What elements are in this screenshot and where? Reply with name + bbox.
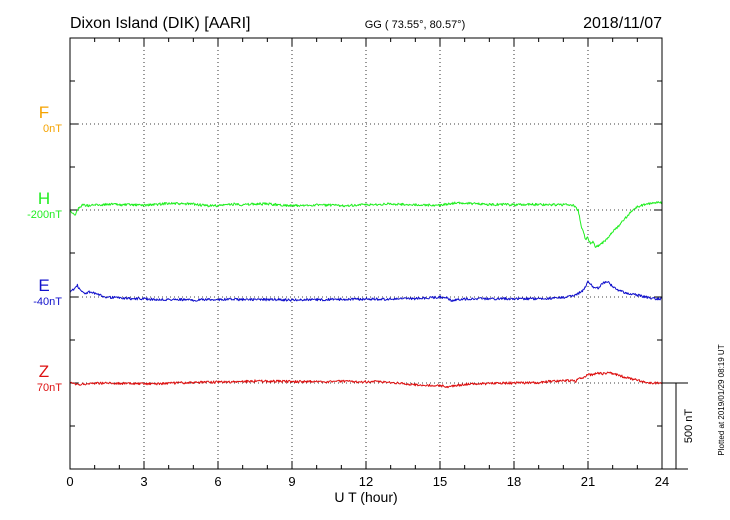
x-tick-label-0: 0 (66, 474, 73, 489)
x-axis-title: U T (hour) (334, 489, 397, 505)
x-tick-label-21: 21 (581, 474, 595, 489)
scale-bar-label: 500 nT (683, 409, 695, 444)
x-tick-label-6: 6 (214, 474, 221, 489)
x-tick-label-24: 24 (655, 474, 669, 489)
x-tick-label-9: 9 (288, 474, 295, 489)
series-baseline-f: 0nT (43, 123, 62, 135)
station-coords: GG ( 73.55°, 80.57°) (365, 19, 466, 31)
series-name-h: H (38, 189, 50, 208)
series-baseline-z: 70nT (37, 382, 62, 394)
gridlines (70, 38, 662, 469)
axis-ticks (69, 38, 663, 469)
plot-frame (69, 37, 663, 470)
series-name-z: Z (39, 362, 49, 381)
x-tick-label-3: 3 (140, 474, 147, 489)
station-title: Dixon Island (DIK) [AARI] (70, 15, 251, 32)
series-line-z (69, 371, 663, 389)
series-baseline-h: -200nT (27, 209, 62, 221)
series-line-e (69, 280, 663, 302)
series-baseline-e: -40nT (33, 296, 62, 308)
series-name-e: E (38, 276, 49, 295)
x-tick-label-12: 12 (359, 474, 373, 489)
series-line-h (69, 201, 663, 248)
series-lines (69, 201, 663, 389)
x-tick-label-15: 15 (433, 474, 447, 489)
scale-bar: 500 nT (662, 382, 695, 470)
x-tick-label-18: 18 (507, 474, 521, 489)
plotted-at-note: Plotted at 2019/01/29 08:19 UT (717, 344, 726, 455)
series-name-f: F (39, 103, 49, 122)
x-tick-labels: 0 3 6 9 12 15 18 21 24 (66, 474, 669, 489)
date-label: 2018/11/07 (583, 15, 662, 32)
